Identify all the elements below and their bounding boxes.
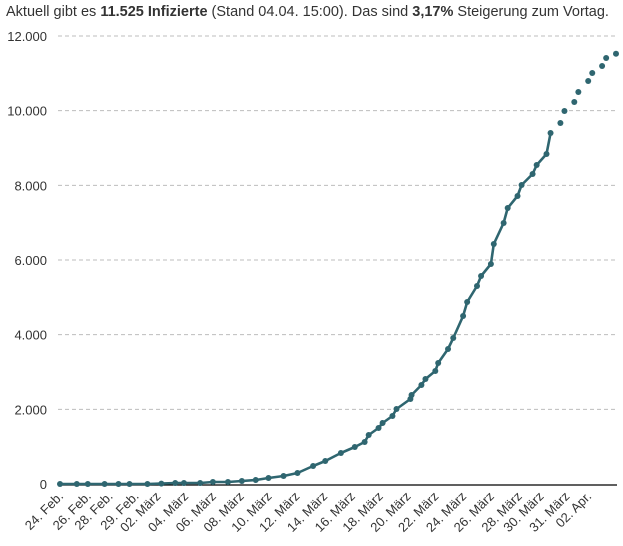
data-point (445, 346, 452, 353)
data-point (460, 313, 467, 319)
data-point (478, 273, 485, 280)
data-point (379, 419, 386, 426)
y-tick-label: 0 (40, 477, 47, 492)
data-point (518, 181, 525, 188)
data-point (575, 89, 582, 95)
data-point (490, 240, 497, 247)
data-point (500, 220, 507, 227)
headline-middle: (Stand 04.04. 15:00). Das sind (207, 4, 413, 20)
data-point (180, 479, 187, 486)
data-point (310, 463, 317, 470)
data-point (408, 391, 415, 398)
data-point (209, 478, 216, 485)
data-point (589, 69, 596, 76)
data-point (252, 477, 259, 484)
data-point (529, 170, 536, 177)
data-point (450, 334, 457, 341)
data-point (514, 193, 521, 200)
y-tick-label: 8.000 (14, 178, 47, 193)
data-point (84, 481, 91, 487)
headline: Aktuell gibt es 11.525 Infizierte (Stand… (6, 4, 609, 20)
y-tick-label: 12.000 (7, 29, 47, 44)
data-point (435, 360, 442, 367)
data-point (547, 129, 554, 136)
infected-count: 11.525 Infizierte (100, 4, 208, 20)
data-point (474, 282, 480, 289)
y-tick-label: 2.000 (14, 402, 47, 417)
data-point (280, 473, 287, 480)
data-point (603, 54, 610, 61)
data-point (365, 432, 372, 439)
data-point (322, 458, 329, 465)
increase-percent: 3,17% (412, 4, 454, 20)
data-point (504, 204, 511, 211)
data-point (561, 108, 568, 115)
data-point (393, 405, 400, 412)
data-point (389, 413, 396, 420)
data-point (599, 63, 606, 70)
data-point (613, 50, 619, 57)
data-point (418, 381, 425, 388)
data-point (144, 481, 151, 487)
data-point (375, 425, 382, 431)
data-point (224, 478, 231, 485)
headline-prefix: Aktuell gibt es (6, 4, 101, 20)
data-point (115, 481, 122, 487)
data-point (487, 260, 494, 267)
data-point (337, 450, 344, 457)
data-point (57, 481, 63, 487)
data-point (172, 479, 179, 486)
data-point (197, 479, 204, 486)
data-point (557, 119, 564, 126)
data-point (294, 469, 301, 476)
data-point (361, 439, 368, 445)
data-point (265, 475, 272, 482)
data-point (73, 481, 80, 487)
data-point (101, 481, 108, 487)
data-point (543, 151, 550, 158)
headline-suffix: Steigerung zum Vortag. (453, 4, 609, 20)
data-point (533, 161, 540, 168)
data-point (238, 478, 245, 485)
data-point (464, 299, 471, 305)
data-point (585, 77, 592, 84)
data-point (422, 375, 429, 382)
data-point (432, 367, 439, 374)
data-point (351, 444, 358, 451)
data-point (126, 481, 133, 487)
data-point (571, 99, 578, 106)
data-point (158, 480, 165, 487)
y-tick-label: 10.000 (7, 104, 47, 119)
y-tick-label: 6.000 (14, 253, 47, 268)
y-tick-label: 4.000 (14, 328, 47, 343)
